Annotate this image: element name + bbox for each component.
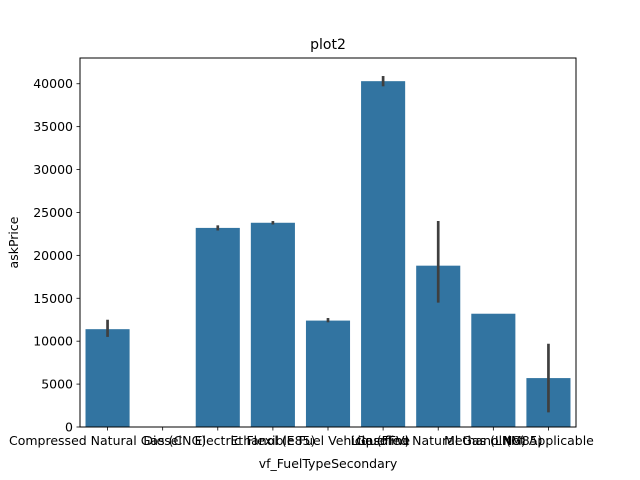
bar (250, 222, 295, 427)
x-tick-label: Liquefied Natural Gas (LNG) (351, 433, 526, 448)
y-tick-label: 10000 (33, 334, 73, 349)
x-tick-label: Not Applicable (503, 433, 594, 448)
axes-frame (79, 57, 577, 428)
y-tick-label: 0 (65, 420, 73, 435)
y-tick-label: 40000 (33, 76, 73, 91)
y-axis-label: askPrice (6, 216, 21, 268)
x-tick-label: Flexible Fuel Vehicle (FFV) (246, 433, 409, 448)
x-tick-label: Diesel (143, 433, 181, 448)
y-axis-ticks: 0 5000 10000 15000 20000 25000 30000 35000 40000 (33, 76, 80, 435)
x-tick-label: Electric (195, 433, 241, 448)
y-tick-label: 15000 (33, 291, 73, 306)
y-tick-label: 35000 (33, 119, 73, 134)
x-axis-ticks: Compressed Natural Gas (CNG)Diesel Electr… (9, 427, 594, 448)
bar (305, 320, 351, 427)
x-tick-label: Methanol (M85) (444, 433, 542, 448)
x-tick-label: Gasoline (356, 433, 410, 448)
y-tick-label: 30000 (33, 162, 73, 177)
y-tick-label: 5000 (41, 377, 73, 392)
bars-group (85, 81, 571, 427)
y-tick-label: 25000 (33, 205, 73, 220)
bar (471, 313, 516, 427)
chart-title: plot2 (310, 37, 346, 53)
x-tick-label: Compressed Natural Gas (CNG) (9, 433, 206, 448)
bar (85, 329, 130, 427)
x-tick-label: Ethanol (E85) (230, 433, 315, 448)
errorbars-group (106, 76, 550, 413)
bar (195, 227, 240, 427)
x-axis-label: vf_FuelTypeSecondary (259, 456, 398, 471)
bar (361, 81, 406, 427)
y-tick-label: 20000 (33, 248, 73, 263)
